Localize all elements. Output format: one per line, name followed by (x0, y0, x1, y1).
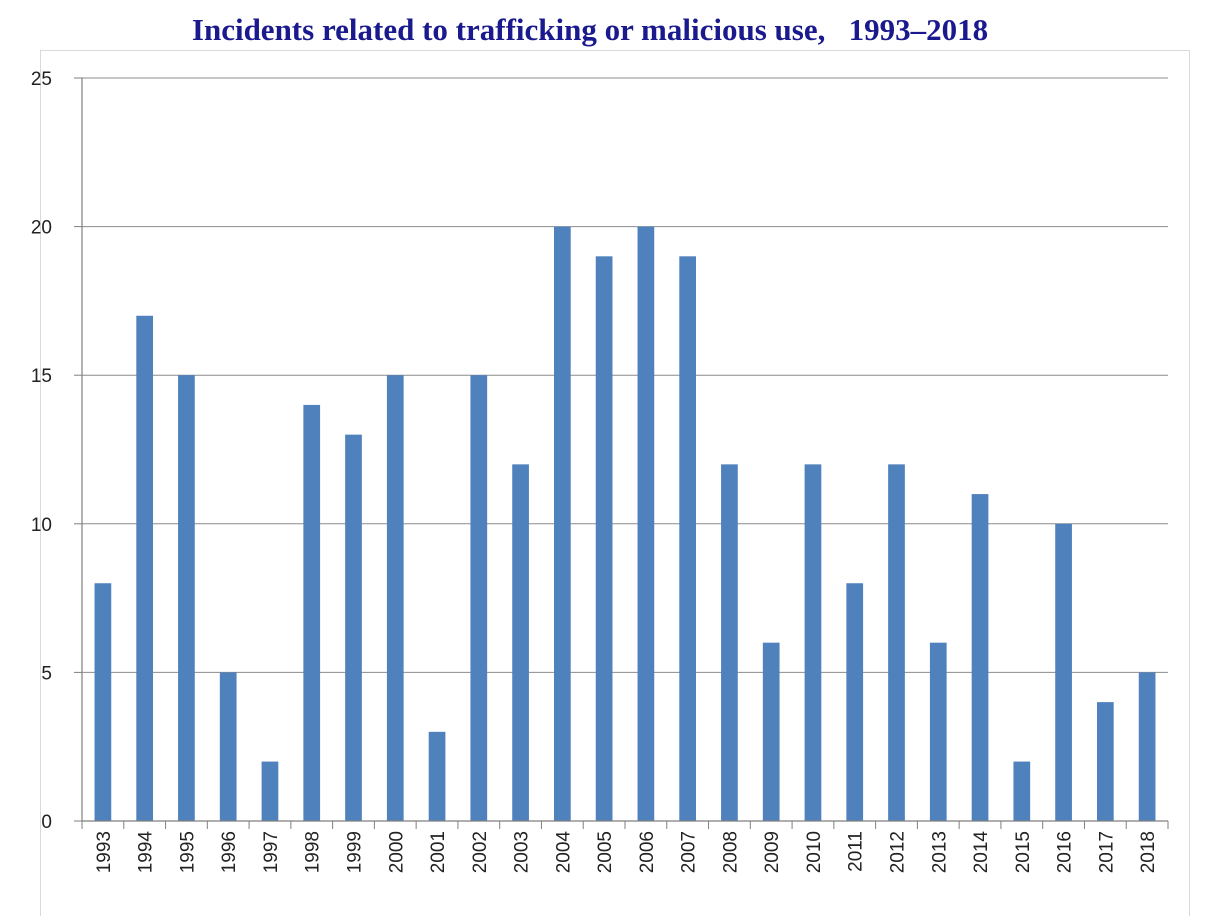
bar-1994 (136, 315, 154, 821)
gridlines (82, 77, 1168, 673)
y-axis-ticks: 0 5 10 15 20 25 (31, 69, 82, 833)
bar-2004 (553, 226, 571, 822)
y-tick-label: 15 (31, 366, 52, 387)
x-tick-label: 1999 (345, 831, 366, 873)
x-tick-label: 1995 (177, 831, 198, 873)
y-tick-label: 10 (31, 515, 52, 536)
x-tick-label: 2016 (1055, 831, 1076, 873)
axes (81, 78, 1168, 822)
bar-2009 (762, 642, 780, 821)
x-tick-label: 2008 (720, 831, 741, 873)
bar-2007 (679, 256, 697, 821)
x-tick-label: 2001 (428, 831, 449, 873)
x-tick-label: 2010 (804, 831, 825, 873)
y-tick-label: 25 (31, 69, 52, 90)
y-tick-label: 0 (41, 812, 52, 833)
x-axis-ticks: 1993 1994 1995 1996 1997 1998 1999 2000 2001 2002… (81, 821, 1169, 874)
bar-1993 (94, 583, 112, 821)
x-tick-label: 2003 (512, 831, 533, 873)
bar-2010 (804, 464, 822, 821)
bar-2014 (971, 494, 989, 821)
bars (94, 226, 1156, 822)
x-tick-label: 1994 (136, 831, 157, 874)
bar-2000 (386, 375, 404, 821)
bar-2011 (846, 583, 864, 821)
x-tick-label: 2004 (553, 831, 574, 874)
bar-2013 (929, 642, 947, 821)
x-tick-label: 2005 (595, 831, 616, 873)
x-tick-label: 1998 (303, 831, 324, 873)
chart-frame (40, 50, 1190, 916)
y-tick-label: 5 (41, 663, 52, 684)
bar-1996 (219, 672, 237, 821)
x-tick-label: 2002 (470, 831, 491, 873)
bar-1999 (345, 434, 362, 821)
x-tick-label: 2014 (971, 831, 992, 874)
bar-2006 (637, 226, 655, 822)
x-tick-label: 2017 (1096, 831, 1117, 873)
bar-2008 (721, 464, 738, 821)
x-tick-label: 2011 (846, 831, 867, 872)
y-tick-label: 20 (31, 218, 52, 239)
x-tick-label: 1997 (261, 831, 282, 873)
x-tick-label: 2006 (637, 831, 658, 873)
x-tick-label: 2015 (1013, 831, 1034, 873)
x-tick-label: 2012 (888, 831, 909, 873)
x-tick-label: 2000 (386, 831, 407, 873)
x-tick-label: 2009 (762, 831, 783, 873)
x-tick-label: 2007 (679, 831, 700, 873)
x-tick-label: 2013 (929, 831, 950, 873)
bar-2018 (1138, 672, 1156, 821)
bar-2012 (888, 464, 905, 821)
bar-2016 (1055, 523, 1072, 821)
x-tick-label: 2018 (1138, 831, 1159, 873)
bar-1998 (303, 404, 321, 821)
bar-2003 (512, 464, 529, 821)
bar-2005 (595, 256, 613, 821)
chart-title: Incidents related to trafficking or mali… (191, 12, 989, 47)
bar-1997 (261, 761, 279, 821)
bar-2001 (428, 731, 446, 821)
bar-2015 (1013, 761, 1031, 821)
bar-2017 (1096, 702, 1114, 821)
x-tick-label: 1993 (94, 831, 115, 873)
x-tick-label: 1996 (219, 831, 240, 873)
bar-2002 (470, 375, 488, 821)
bar-1995 (178, 375, 195, 821)
